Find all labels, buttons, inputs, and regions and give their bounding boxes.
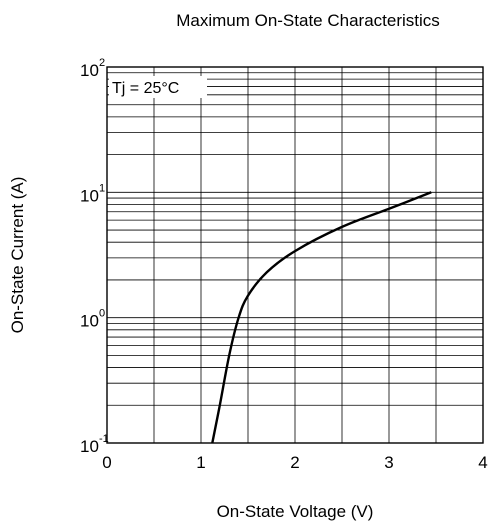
grid <box>107 67 483 443</box>
chart-title: Maximum On-State Characteristics <box>176 11 440 30</box>
annotation-box <box>109 76 207 98</box>
series-line <box>211 191 432 444</box>
x-tick-label: 2 <box>290 453 299 472</box>
y-tick-base: 10 <box>80 61 99 80</box>
x-tick-label: 1 <box>196 453 205 472</box>
y-tick-label: 10 2 <box>80 57 105 80</box>
y-axis-label: On-State Current (A) <box>8 177 27 334</box>
y-tick-exponent: 2 <box>99 57 105 69</box>
y-tick-exponent: -1 <box>99 433 109 445</box>
x-tick-label: 3 <box>384 453 393 472</box>
y-tick-label: 10 1 <box>80 182 105 205</box>
annotation-text: Tj = 25°C <box>112 80 179 97</box>
x-tick-label: 4 <box>478 453 487 472</box>
y-tick-exponent: 0 <box>99 308 105 320</box>
plot-frame <box>106 66 484 444</box>
curve-layer <box>211 191 432 444</box>
annotation: Tj = 25°C <box>109 76 207 98</box>
x-axis-label: On-State Voltage (V) <box>217 502 374 521</box>
y-tick-base: 10 <box>80 437 99 456</box>
y-tick-base: 10 <box>80 186 99 205</box>
x-tick-label: 0 <box>102 453 111 472</box>
y-tick-exponent: 1 <box>99 182 105 194</box>
y-tick-label: 10 -1 <box>80 433 109 456</box>
y-tick-base: 10 <box>80 312 99 331</box>
y-tick-label: 10 0 <box>80 308 105 331</box>
